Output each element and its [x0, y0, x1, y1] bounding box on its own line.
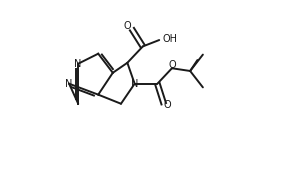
Text: OH: OH: [162, 34, 177, 44]
Text: O: O: [163, 100, 171, 110]
Text: O: O: [168, 60, 176, 70]
Text: N: N: [131, 79, 138, 89]
Text: N: N: [74, 59, 81, 69]
Text: N: N: [65, 79, 72, 89]
Text: O: O: [124, 21, 131, 31]
